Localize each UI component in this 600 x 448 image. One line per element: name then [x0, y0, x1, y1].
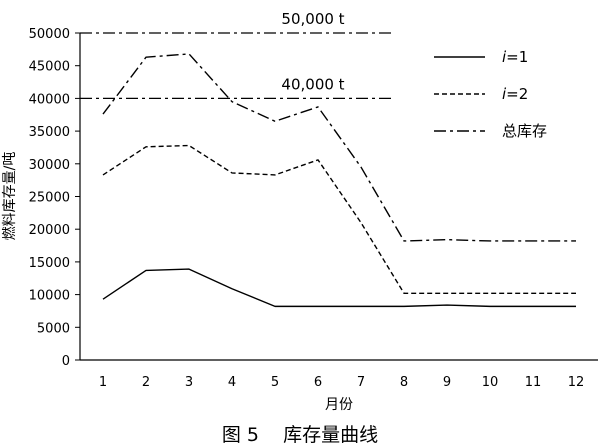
- x-tick-label: 2: [142, 375, 150, 390]
- figure-caption: 图 5 库存量曲线: [222, 424, 378, 446]
- y-tick-label: 5000: [37, 321, 70, 336]
- legend-label-part: =2: [506, 85, 528, 103]
- y-tick-label: 35000: [29, 125, 70, 140]
- y-tick-label: 15000: [29, 256, 70, 271]
- series-line-1: [102, 268, 576, 308]
- legend-label: i=1: [502, 48, 528, 66]
- x-tick-label: 8: [400, 375, 408, 390]
- reference-line-label: 40,000 t: [281, 75, 344, 93]
- y-tick-label: 30000: [29, 158, 70, 173]
- x-tick-label: 11: [525, 375, 542, 390]
- x-tick-label: 7: [357, 375, 365, 390]
- x-axis-title: 月份: [325, 397, 353, 413]
- series-line-2: [102, 144, 576, 294]
- x-tick-labels: 1 2 3 4 5 6 7 8 9 10 11 12: [99, 375, 584, 390]
- x-tick-label: 5: [271, 375, 279, 390]
- x-tick-label: 1: [99, 375, 107, 390]
- y-tick-labels: 0 5000 10000 15000 20000 25000 30000 35000 40000…: [29, 27, 80, 369]
- x-tick-label: 9: [443, 375, 451, 390]
- legend-label-part: i: [502, 85, 507, 103]
- legend-label: i=2: [502, 85, 528, 103]
- legend-label-part: =1: [506, 48, 528, 66]
- legend-label-part: i: [502, 48, 507, 66]
- series-line-3: [102, 53, 576, 242]
- y-tick-label: 50000: [29, 27, 70, 42]
- y-tick-label: 40000: [29, 92, 70, 107]
- capacity-reference-lines: 50,000 t 40,000 t: [80, 10, 392, 100]
- x-tick-label: 3: [185, 375, 193, 390]
- series-lines: [102, 53, 576, 308]
- x-tick-label: 10: [482, 375, 499, 390]
- y-tick-label: 25000: [29, 191, 70, 206]
- legend-label: 总库存: [502, 122, 547, 140]
- y-tick-label: 0: [62, 354, 70, 369]
- y-tick-label: 45000: [29, 60, 70, 75]
- x-tick-label: 6: [314, 375, 322, 390]
- x-tick-label: 12: [568, 375, 585, 390]
- y-tick-label: 10000: [29, 289, 70, 304]
- legend-label-part: 总库存: [502, 122, 547, 140]
- y-axis-title: 燃料库存量/吨: [1, 152, 18, 241]
- reference-line-label: 50,000 t: [281, 10, 344, 28]
- x-tick-label: 4: [228, 375, 236, 390]
- y-tick-label: 20000: [29, 223, 70, 238]
